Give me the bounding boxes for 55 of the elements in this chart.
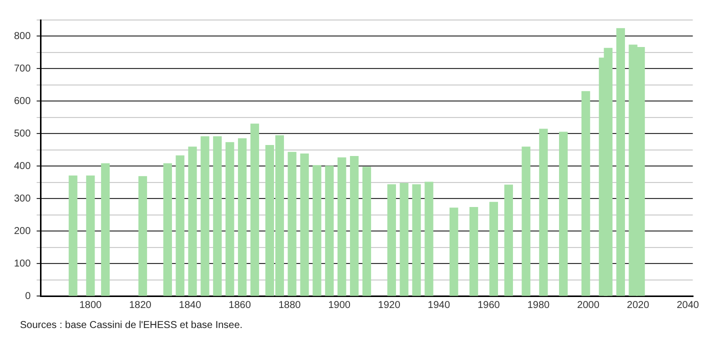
y-tick-label: 400: [14, 160, 32, 172]
x-tick-label: 1820: [129, 300, 152, 311]
bar: [200, 136, 210, 296]
bar: [450, 208, 458, 296]
y-tick-label: 200: [14, 226, 32, 237]
bar: [504, 184, 513, 296]
bar: [616, 28, 625, 296]
x-tick-label: 2000: [577, 300, 600, 311]
x-tick-label: 2040: [676, 300, 700, 311]
bar: [101, 163, 110, 296]
bar: [163, 163, 172, 296]
bar: [288, 152, 296, 296]
x-tick-label: 2020: [626, 300, 650, 311]
x-tick-label: 1860: [228, 300, 252, 311]
bar: [312, 165, 322, 296]
x-tick-label: 1840: [178, 300, 202, 311]
bar: [238, 138, 247, 296]
x-tick-label: 1960: [478, 300, 500, 311]
bar: [581, 91, 590, 296]
bar: [559, 132, 568, 296]
bar: [350, 156, 359, 296]
x-tick-label: 1940: [428, 300, 450, 311]
y-tick-label: 0: [25, 290, 32, 302]
bar: [387, 184, 396, 296]
y-tick-label: 600: [14, 96, 32, 107]
x-tick-label: 1800: [79, 300, 102, 311]
bar: [188, 146, 197, 296]
bar: [400, 182, 408, 296]
y-tick-label: 500: [14, 128, 32, 140]
bar: [424, 182, 434, 296]
y-tick-label: 700: [14, 63, 32, 74]
bar: [176, 155, 184, 296]
y-tick-label: 800: [14, 30, 32, 42]
bar: [489, 202, 498, 296]
x-tick-label: 1900: [328, 300, 351, 311]
source-note: Sources : base Cassini de l'EHESS et base Insee.: [20, 320, 244, 331]
bar: [469, 207, 478, 296]
bar: [362, 166, 372, 296]
bar: [325, 166, 334, 296]
bar: [226, 142, 234, 296]
bar: [213, 136, 222, 296]
bar: [412, 184, 421, 296]
bar: [338, 157, 346, 296]
y-tick-label: 100: [14, 258, 32, 270]
bar: [300, 153, 309, 296]
bar: [539, 128, 548, 296]
x-tick-label: 1880: [278, 300, 302, 311]
bar: [522, 146, 530, 296]
bar: [138, 176, 148, 296]
bar: [86, 176, 95, 296]
x-tick-label: 1920: [378, 300, 401, 311]
bar: [68, 176, 78, 296]
x-tick-label: 1980: [527, 300, 550, 311]
y-tick-label: 300: [14, 193, 32, 204]
bar: [250, 124, 260, 296]
